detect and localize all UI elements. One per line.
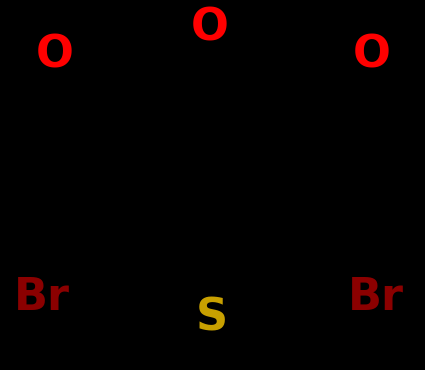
Text: O: O [36,34,74,77]
Text: O: O [191,7,229,50]
Text: Br: Br [348,276,404,320]
Text: O: O [353,34,391,77]
Text: Br: Br [14,276,70,320]
Text: S: S [196,296,228,340]
